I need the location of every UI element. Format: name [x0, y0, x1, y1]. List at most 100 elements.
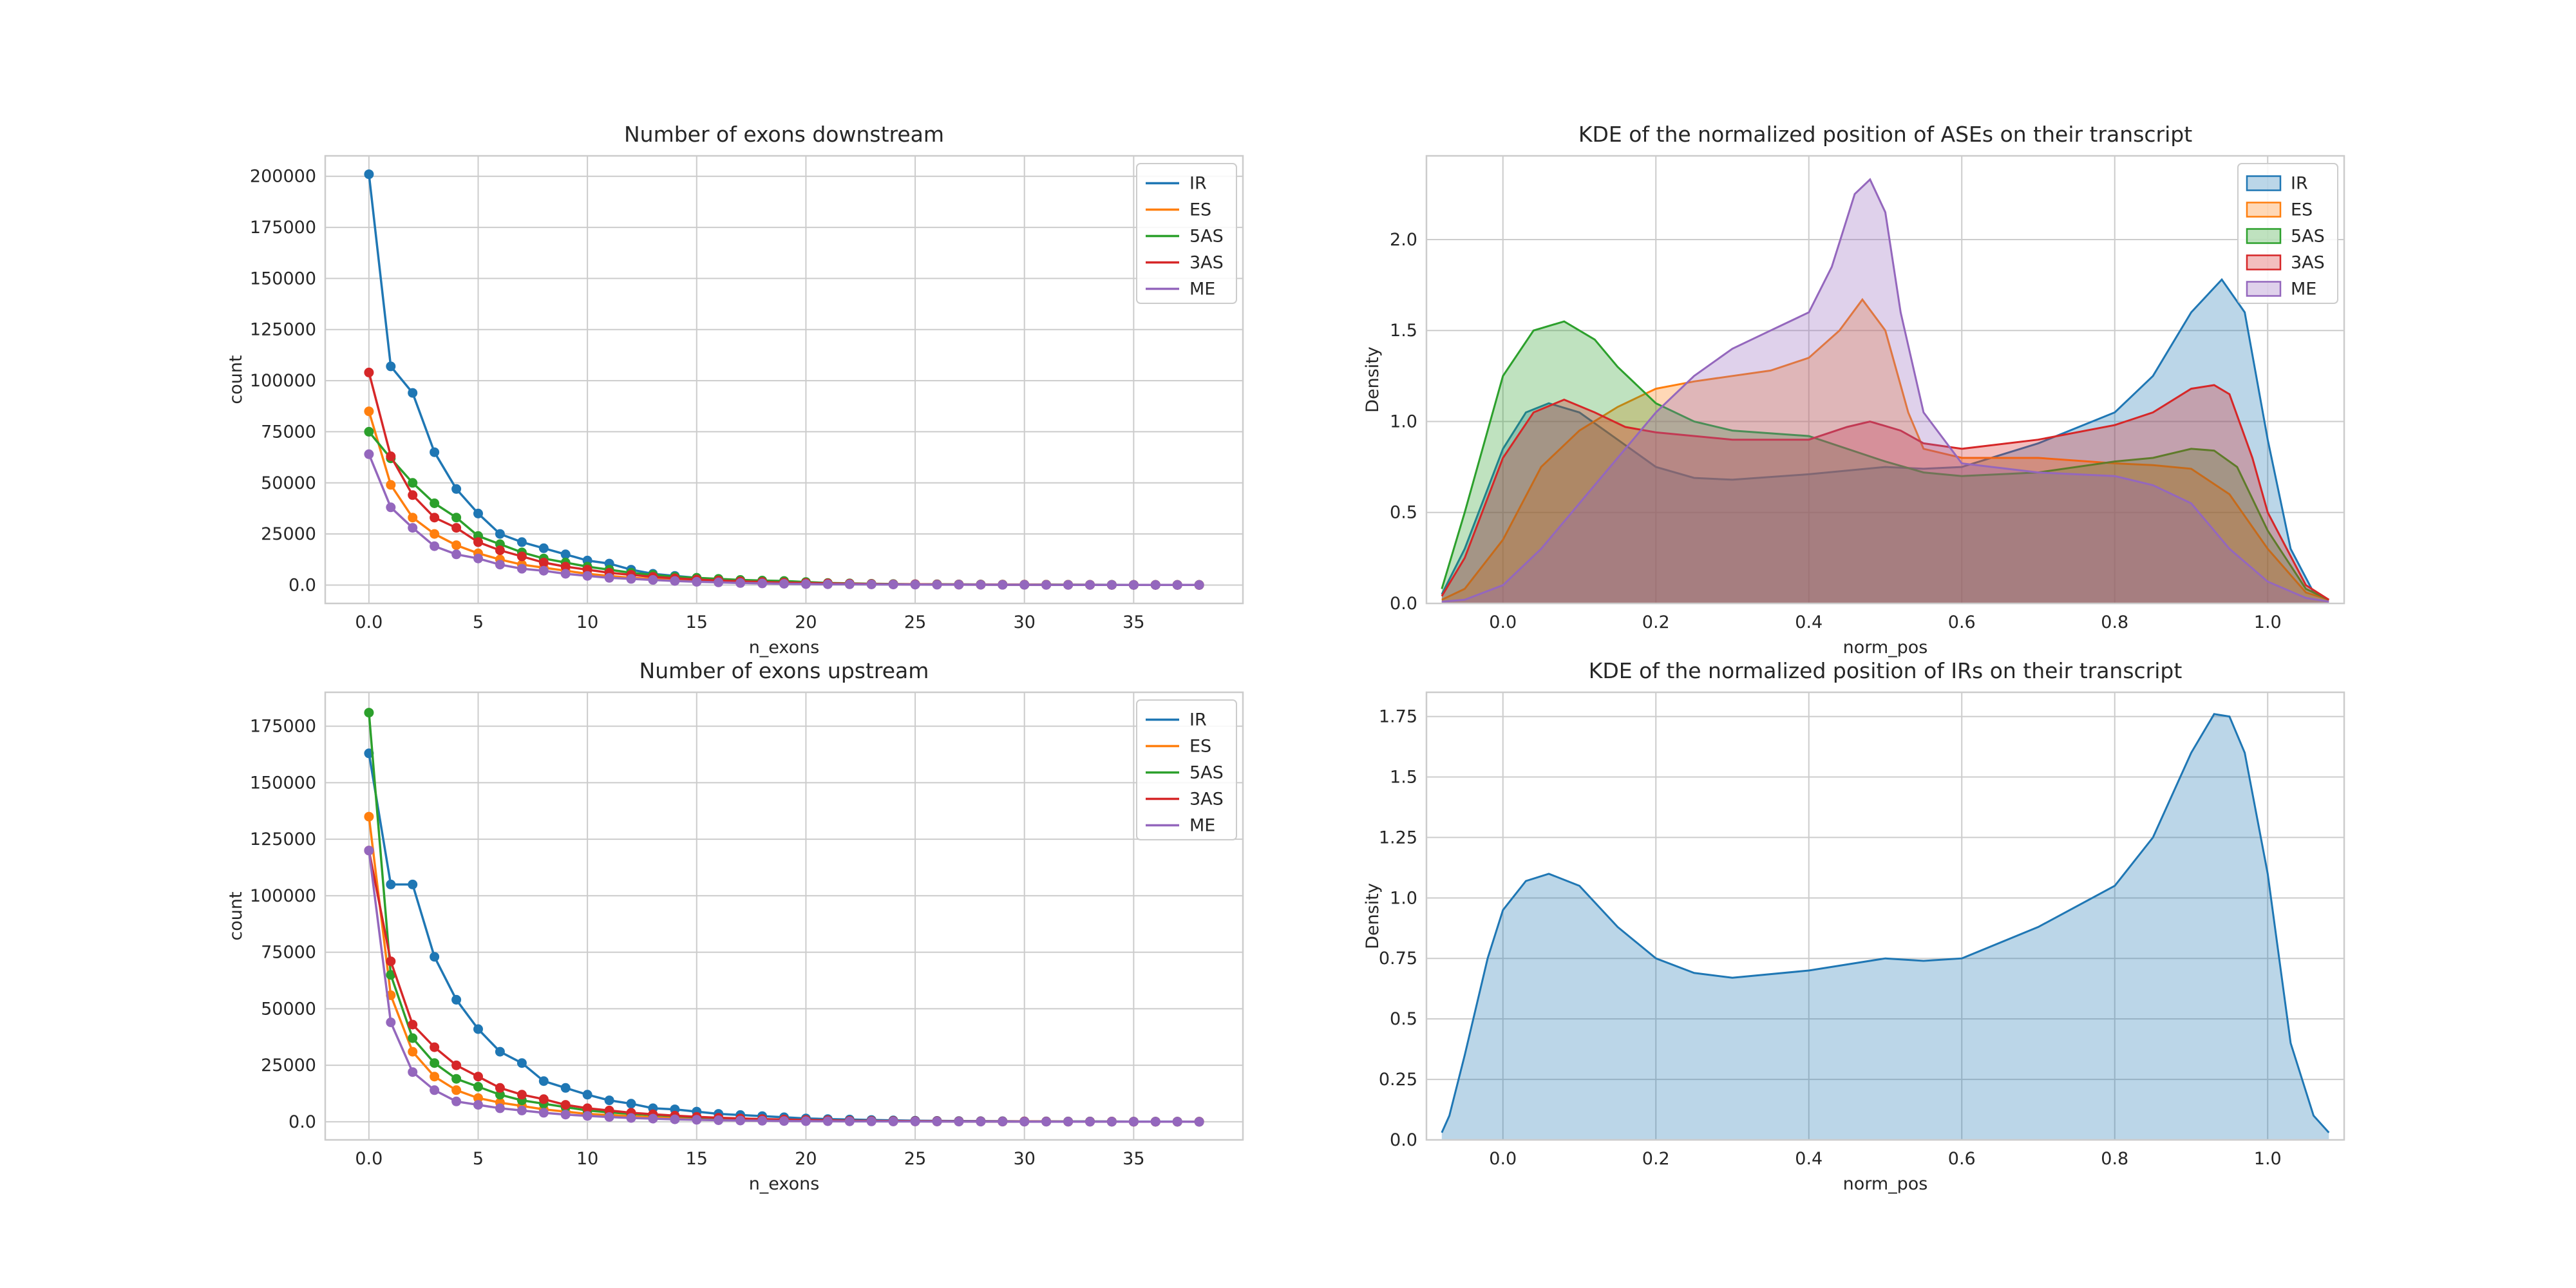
- area-IR: [1441, 279, 2329, 603]
- legend-swatch-ES: [2246, 202, 2282, 218]
- point-ME: [800, 579, 811, 589]
- point-ME: [538, 565, 549, 576]
- point-ME: [932, 1117, 942, 1126]
- x-tick-label: 35: [1122, 612, 1144, 632]
- point-ME: [1172, 1117, 1182, 1127]
- point-3AS: [386, 956, 396, 967]
- point-ME: [451, 549, 462, 560]
- legend-label-IR: IR: [1189, 710, 1207, 730]
- x-tick-label: 1.0: [2254, 612, 2282, 632]
- point-3AS: [430, 513, 440, 523]
- y-tick-label: 0.75: [1379, 949, 1417, 969]
- line-3AS: [1441, 384, 2330, 601]
- legend-label-5AS: 5AS: [2291, 227, 2325, 247]
- legend-label-ES: ES: [1189, 200, 1211, 220]
- point-ME: [1041, 580, 1052, 590]
- y-tick-label: 100000: [250, 371, 316, 391]
- point-IR: [538, 543, 549, 553]
- point-ME: [1128, 580, 1139, 590]
- point-ME: [976, 1117, 986, 1127]
- legend: IR ES 5AS 3AS ME: [1136, 699, 1237, 840]
- point-ME: [1150, 1117, 1160, 1127]
- x-axis-label: n_exons: [749, 1174, 820, 1194]
- x-tick-label: 0.4: [1795, 612, 1823, 632]
- x-tick-label: 30: [1014, 612, 1036, 632]
- point-5AS: [386, 970, 396, 980]
- point-ME: [910, 1116, 920, 1126]
- area-3AS: [1441, 385, 2329, 603]
- point-ME: [1019, 580, 1030, 590]
- point-ME: [822, 1116, 833, 1126]
- grid: [325, 692, 1243, 1140]
- y-tick-label: 1.75: [1379, 707, 1417, 727]
- point-ME: [714, 1115, 724, 1125]
- point-3AS: [364, 367, 374, 377]
- x-tick-label: 10: [576, 1149, 598, 1169]
- y-tick-label: 175000: [250, 218, 316, 238]
- point-5AS: [408, 478, 418, 488]
- legend-label-IR: IR: [2291, 174, 2308, 194]
- point-ME: [386, 502, 396, 513]
- y-tick-label: 1.25: [1379, 828, 1417, 848]
- point-3AS: [516, 1090, 527, 1100]
- legend-swatch-3AS: [2246, 254, 2282, 270]
- y-tick-label: 175000: [250, 717, 316, 737]
- x-tick-label: 0.0: [1489, 1149, 1517, 1169]
- point-ES: [430, 529, 440, 539]
- point-ME: [714, 577, 724, 587]
- point-ME: [1063, 580, 1074, 590]
- point-3AS: [451, 1060, 462, 1070]
- chart-title: KDE of the normalized position of ASEs o…: [1578, 122, 2192, 147]
- point-ME: [495, 560, 505, 570]
- y-tick-label: 150000: [250, 269, 316, 289]
- point-ME: [1085, 1117, 1095, 1127]
- x-tick-label: 20: [795, 1149, 817, 1169]
- x-tick-label: 25: [904, 1149, 926, 1169]
- y-tick-label: 1.5: [1390, 767, 1417, 787]
- point-ME: [1194, 1117, 1204, 1127]
- x-tick-label: 0.6: [1948, 1149, 1976, 1169]
- point-5AS: [408, 1033, 418, 1043]
- line-5AS: [1441, 320, 2329, 601]
- legend-label-3AS: 3AS: [2291, 253, 2325, 273]
- x-tick-label: 25: [904, 612, 926, 632]
- y-tick-label: 0.5: [1390, 503, 1417, 523]
- y-tick-label: 125000: [250, 320, 316, 340]
- x-tick-label: 0.2: [1642, 1149, 1670, 1169]
- point-ME: [1019, 1117, 1030, 1127]
- point-3AS: [451, 523, 462, 533]
- point-IR: [473, 508, 483, 518]
- series-group: [364, 708, 1204, 1127]
- point-ME: [976, 580, 986, 590]
- legend-swatch-ME: [2246, 281, 2282, 297]
- y-tick-label: 100000: [250, 886, 316, 906]
- legend-label-3AS: 3AS: [1189, 790, 1224, 810]
- point-5AS: [451, 1074, 462, 1084]
- point-5AS: [364, 708, 374, 718]
- point-ME: [1150, 580, 1160, 590]
- point-3AS: [408, 490, 418, 500]
- point-ME: [516, 564, 527, 574]
- line-IR: [1441, 713, 2330, 1133]
- point-3AS: [538, 1094, 549, 1104]
- point-ME: [473, 1100, 483, 1110]
- point-ME: [910, 580, 920, 590]
- chart-upstream: 0.0 5 10 15 20 25 30 35 0.0 25000 50000 75000 100000…: [226, 658, 1244, 1194]
- series-group: [364, 169, 1204, 590]
- point-3AS: [560, 562, 571, 572]
- point-ME: [1128, 1117, 1139, 1127]
- x-tick-label: 0.2: [1642, 612, 1670, 632]
- point-ME: [495, 1103, 505, 1113]
- y-tick-label: 0.5: [1390, 1009, 1417, 1029]
- plot-area: [1426, 156, 2344, 603]
- point-IR: [451, 484, 462, 494]
- legend-label-5AS: 5AS: [1189, 227, 1224, 247]
- plot-area: [325, 156, 1243, 603]
- x-tick-label: 35: [1122, 1149, 1144, 1169]
- point-5AS: [495, 1090, 505, 1100]
- point-IR: [560, 1083, 571, 1093]
- y-tick-label: 1.0: [1390, 412, 1417, 431]
- y-tick-label: 50000: [261, 473, 316, 493]
- x-tick-label: 10: [576, 612, 598, 632]
